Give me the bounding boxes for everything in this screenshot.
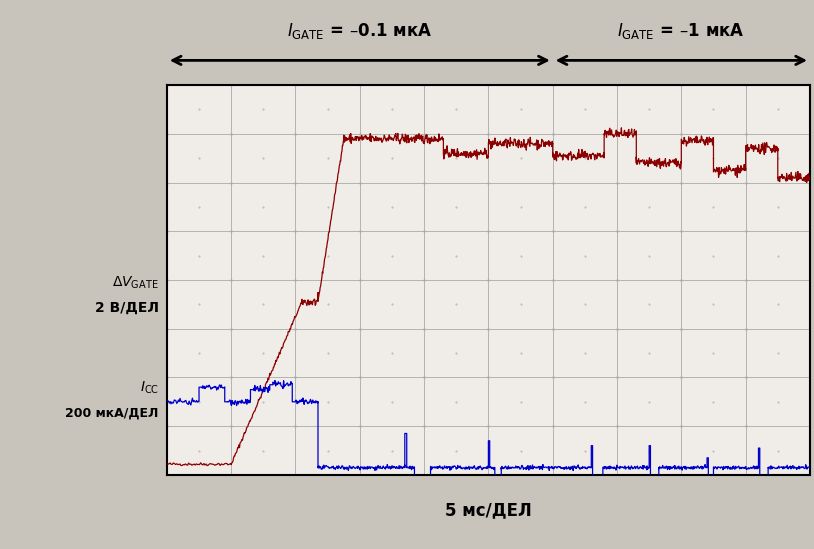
Text: $I_{\mathsf{GATE}}$ = –1 мкА: $I_{\mathsf{GATE}}$ = –1 мкА (618, 21, 745, 41)
Text: 200 мкА/ДЕЛ: 200 мкА/ДЕЛ (65, 406, 159, 419)
Text: 2 В/ДЕЛ: 2 В/ДЕЛ (94, 300, 159, 315)
Text: $\Delta V_{\mathsf{GATE}}$: $\Delta V_{\mathsf{GATE}}$ (112, 274, 159, 291)
Text: $I_{\mathsf{GATE}}$ = –0.1 мкА: $I_{\mathsf{GATE}}$ = –0.1 мкА (287, 21, 432, 41)
Text: $I_{\mathsf{CC}}$: $I_{\mathsf{CC}}$ (140, 380, 159, 396)
Text: 5 мс/ДЕЛ: 5 мс/ДЕЛ (445, 502, 532, 519)
